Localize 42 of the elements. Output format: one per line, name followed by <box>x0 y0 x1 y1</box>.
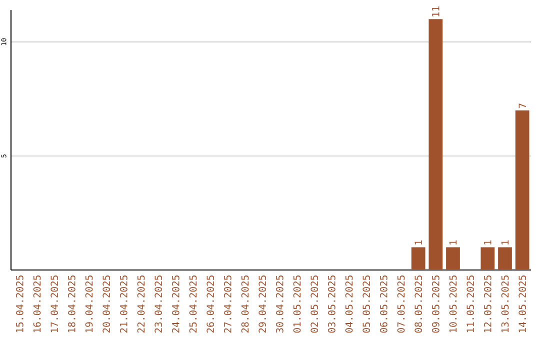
data-label: 1 <box>501 240 509 244</box>
data-label: 11 <box>432 6 440 16</box>
x-tick-label: 10.05.2025 <box>449 275 457 332</box>
x-tick-label: 02.05.2025 <box>310 275 318 333</box>
x-tick-label: 12.05.2025 <box>484 275 492 332</box>
bar <box>428 19 443 270</box>
bar <box>411 247 426 270</box>
x-tick-label: 20.04.2025 <box>102 275 110 333</box>
bar <box>498 247 512 270</box>
x-tick-label: 22.04.2025 <box>137 275 145 333</box>
x-tick-label: 14.05.2025 <box>518 275 526 332</box>
x-tick-label: 18.04.2025 <box>68 275 76 332</box>
x-tick-label: 05.05.2025 <box>362 275 370 333</box>
bar <box>446 247 460 270</box>
x-tick-label: 19.04.2025 <box>85 275 93 332</box>
x-tick-label: 13.05.2025 <box>501 275 509 332</box>
x-tick-label: 11.05.2025 <box>466 275 474 332</box>
x-tick-label: 15.04.2025 <box>16 275 24 332</box>
bar <box>515 110 530 270</box>
x-tick-label: 25.04.2025 <box>189 275 197 333</box>
x-tick-label: 24.04.2025 <box>172 275 180 333</box>
x-tick-label: 09.05.2025 <box>432 275 440 333</box>
data-label: 1 <box>484 240 492 244</box>
data-label: 7 <box>518 104 526 108</box>
x-tick-label: 16.04.2025 <box>33 275 41 332</box>
x-tick-label: 06.05.2025 <box>380 275 388 333</box>
x-tick-label: 30.04.2025 <box>276 275 284 333</box>
data-label: 1 <box>449 240 457 244</box>
bar <box>480 247 495 270</box>
x-tick-label: 03.05.2025 <box>328 275 336 333</box>
x-tick-label: 17.04.2025 <box>50 275 58 332</box>
x-tick-label: 01.05.2025 <box>293 275 301 333</box>
data-label: 1 <box>414 240 422 244</box>
x-tick-label: 27.04.2025 <box>224 275 232 333</box>
x-tick-label: 23.04.2025 <box>154 275 162 333</box>
x-tick-label: 28.04.2025 <box>241 275 249 333</box>
x-tick-label: 21.04.2025 <box>120 275 128 333</box>
x-tick-label: 29.04.2025 <box>258 275 266 333</box>
x-tick-label: 26.04.2025 <box>206 275 214 333</box>
x-tick-label: 04.05.2025 <box>345 275 353 333</box>
x-tick-label: 07.05.2025 <box>397 275 405 333</box>
x-tick-label: 08.05.2025 <box>414 275 422 333</box>
